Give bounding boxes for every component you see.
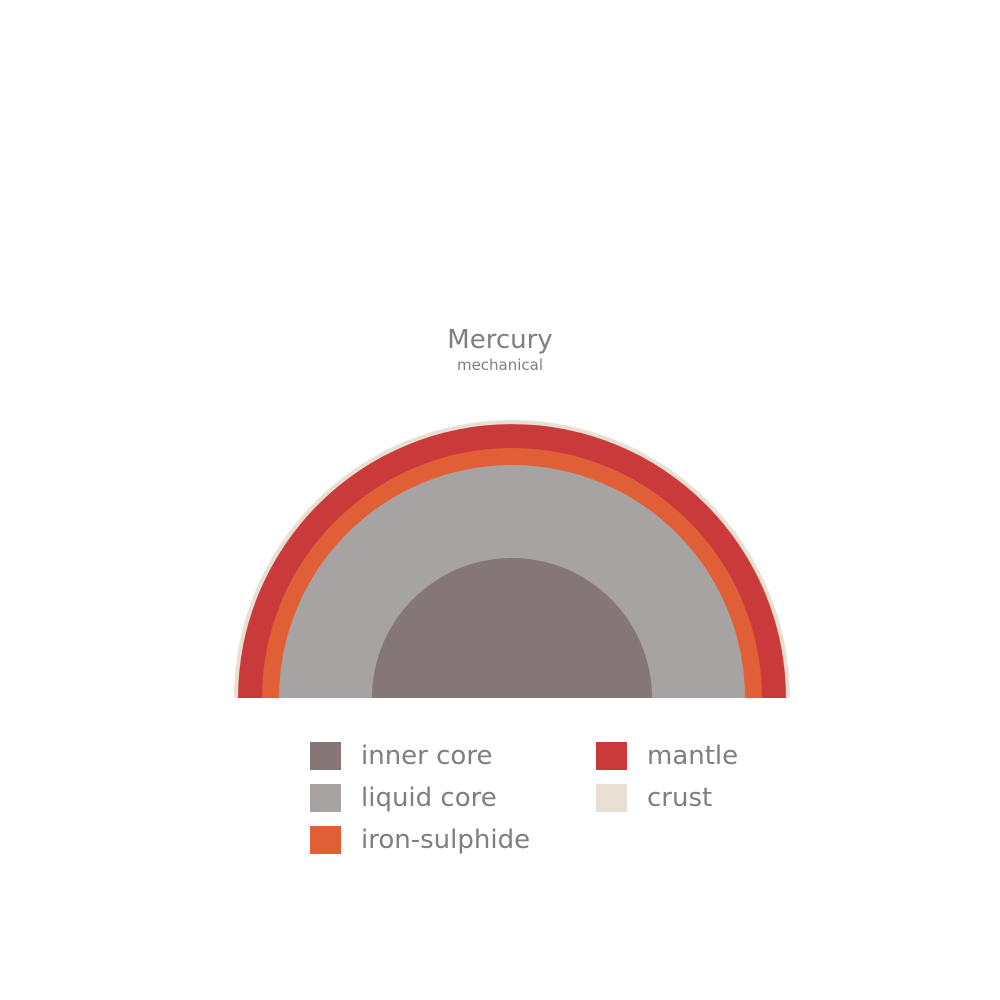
legend-swatch-mantle — [596, 742, 627, 770]
legend-item-liquid-core: liquid core — [310, 783, 497, 813]
diagram-title: Mercury — [447, 325, 553, 355]
legend-swatch-liquid-core — [310, 784, 341, 812]
legend-label-liquid-core: liquid core — [361, 783, 497, 813]
legend-label-crust: crust — [647, 783, 713, 813]
legend-item-iron-sulphide: iron-sulphide — [310, 825, 530, 855]
inner-core-layer — [372, 558, 652, 698]
legend-swatch-iron-sulphide — [310, 826, 341, 854]
legend-item-inner-core: inner core — [310, 741, 492, 771]
diagram-subtitle: mechanical — [456, 356, 544, 374]
legend-label-mantle: mantle — [647, 741, 739, 771]
legend-label-iron-sulphide: iron-sulphide — [361, 825, 531, 855]
legend-item-mantle: mantle — [596, 741, 738, 771]
legend-label-inner-core: inner core — [361, 741, 493, 771]
legend-swatch-crust — [596, 784, 627, 812]
legend-item-crust: crust — [596, 783, 712, 813]
legend-swatch-inner-core — [310, 742, 341, 770]
